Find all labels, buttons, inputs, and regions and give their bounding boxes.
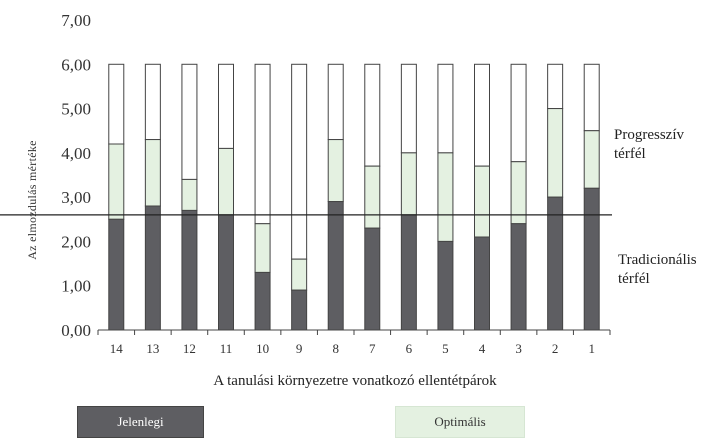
bar-optimalis — [400, 152, 417, 216]
x-tick-label: 9 — [296, 341, 303, 356]
bar-jelenlegi — [181, 209, 198, 331]
bar-jelenlegi — [437, 240, 454, 331]
bar-jelenlegi — [510, 223, 527, 331]
bar-optimalis — [327, 139, 344, 203]
annotation-progressziv-1: Progresszív — [614, 127, 684, 143]
annotation-tradicionalis-2: térfél — [618, 271, 650, 287]
bar-optimalis — [583, 130, 600, 189]
bar-optimalis — [254, 223, 271, 273]
bar-jelenlegi — [218, 214, 234, 331]
bar-jelenlegi — [364, 227, 381, 331]
y-tick-label: 5,00 — [61, 100, 91, 119]
y-tick-label: 2,00 — [61, 232, 91, 251]
bar-remaining — [437, 63, 454, 154]
legend-jelenlegi-label: Jelenlegi — [117, 414, 164, 429]
x-tick-label: 12 — [183, 341, 196, 356]
bar-remaining — [144, 63, 161, 141]
x-tick-label: 8 — [332, 341, 339, 356]
bar-optimalis — [108, 143, 125, 220]
x-tick-label: 14 — [110, 341, 124, 356]
bar-optimalis — [218, 147, 234, 216]
bar-remaining — [583, 63, 600, 132]
x-axis-label: A tanulási környezetre vonatkozó ellenté… — [213, 373, 497, 389]
bars — [108, 63, 600, 331]
x-tick-label: 13 — [146, 341, 159, 356]
bar-remaining — [364, 63, 381, 167]
bar-jelenlegi — [327, 201, 344, 331]
legend-jelenlegi: Jelenlegi — [77, 406, 204, 438]
bar-jelenlegi — [583, 187, 600, 331]
annotation-tradicionalis-1: Tradicionális — [618, 252, 697, 268]
x-tick-label: 3 — [515, 341, 522, 356]
y-tick-label: 3,00 — [61, 188, 91, 207]
bar-jelenlegi — [291, 289, 308, 331]
y-tick-label: 4,00 — [61, 144, 91, 163]
bar-remaining — [108, 63, 125, 145]
x-tick-label: 5 — [442, 341, 449, 356]
bar-remaining — [510, 63, 527, 163]
y-axis-label: Az elmozdulás mértéke — [25, 140, 39, 260]
x-tick-label: 1 — [588, 341, 595, 356]
y-tick-label: 6,00 — [61, 55, 91, 74]
x-tick-label: 2 — [552, 341, 559, 356]
bar-optimalis — [437, 152, 454, 242]
bar-remaining — [400, 63, 417, 154]
bar-remaining — [547, 63, 564, 110]
bar-optimalis — [547, 108, 564, 198]
legend-optimalis: Optimális — [395, 406, 525, 438]
y-tick-label: 1,00 — [61, 277, 91, 296]
bar-remaining — [291, 63, 308, 260]
x-tick-label: 10 — [256, 341, 269, 356]
annotation-progressziv-2: térfél — [614, 146, 646, 162]
bar-jelenlegi — [547, 196, 564, 331]
bar-optimalis — [474, 165, 490, 238]
bar-remaining — [327, 63, 344, 141]
x-tick-label: 7 — [369, 341, 376, 356]
bar-remaining — [181, 63, 198, 180]
bar-optimalis — [364, 165, 381, 229]
bar-optimalis — [144, 139, 161, 207]
bar-optimalis — [181, 178, 198, 211]
y-tick-labels: 0,00 1,00 2,00 3,00 4,00 5,00 6,00 7,00 — [61, 11, 91, 340]
bar-optimalis — [291, 258, 308, 291]
bar-remaining — [218, 63, 234, 149]
y-tick-label: 7,00 — [61, 11, 91, 30]
bar-jelenlegi — [400, 214, 417, 331]
x-tick-label: 6 — [406, 341, 413, 356]
bar-jelenlegi — [254, 271, 271, 331]
x-tick-label: 11 — [220, 341, 233, 356]
y-tick-label: 0,00 — [61, 321, 91, 340]
x-tick-labels: 14 13 12 11 10 9 8 7 6 5 4 3 2 1 — [97, 330, 611, 356]
bar-remaining — [254, 63, 271, 225]
bar-jelenlegi — [108, 218, 125, 331]
bar-jelenlegi — [474, 236, 490, 331]
bar-remaining — [474, 63, 490, 167]
x-tick-label: 4 — [479, 341, 486, 356]
bar-jelenlegi — [144, 205, 161, 331]
legend-optimalis-label: Optimális — [434, 414, 486, 429]
